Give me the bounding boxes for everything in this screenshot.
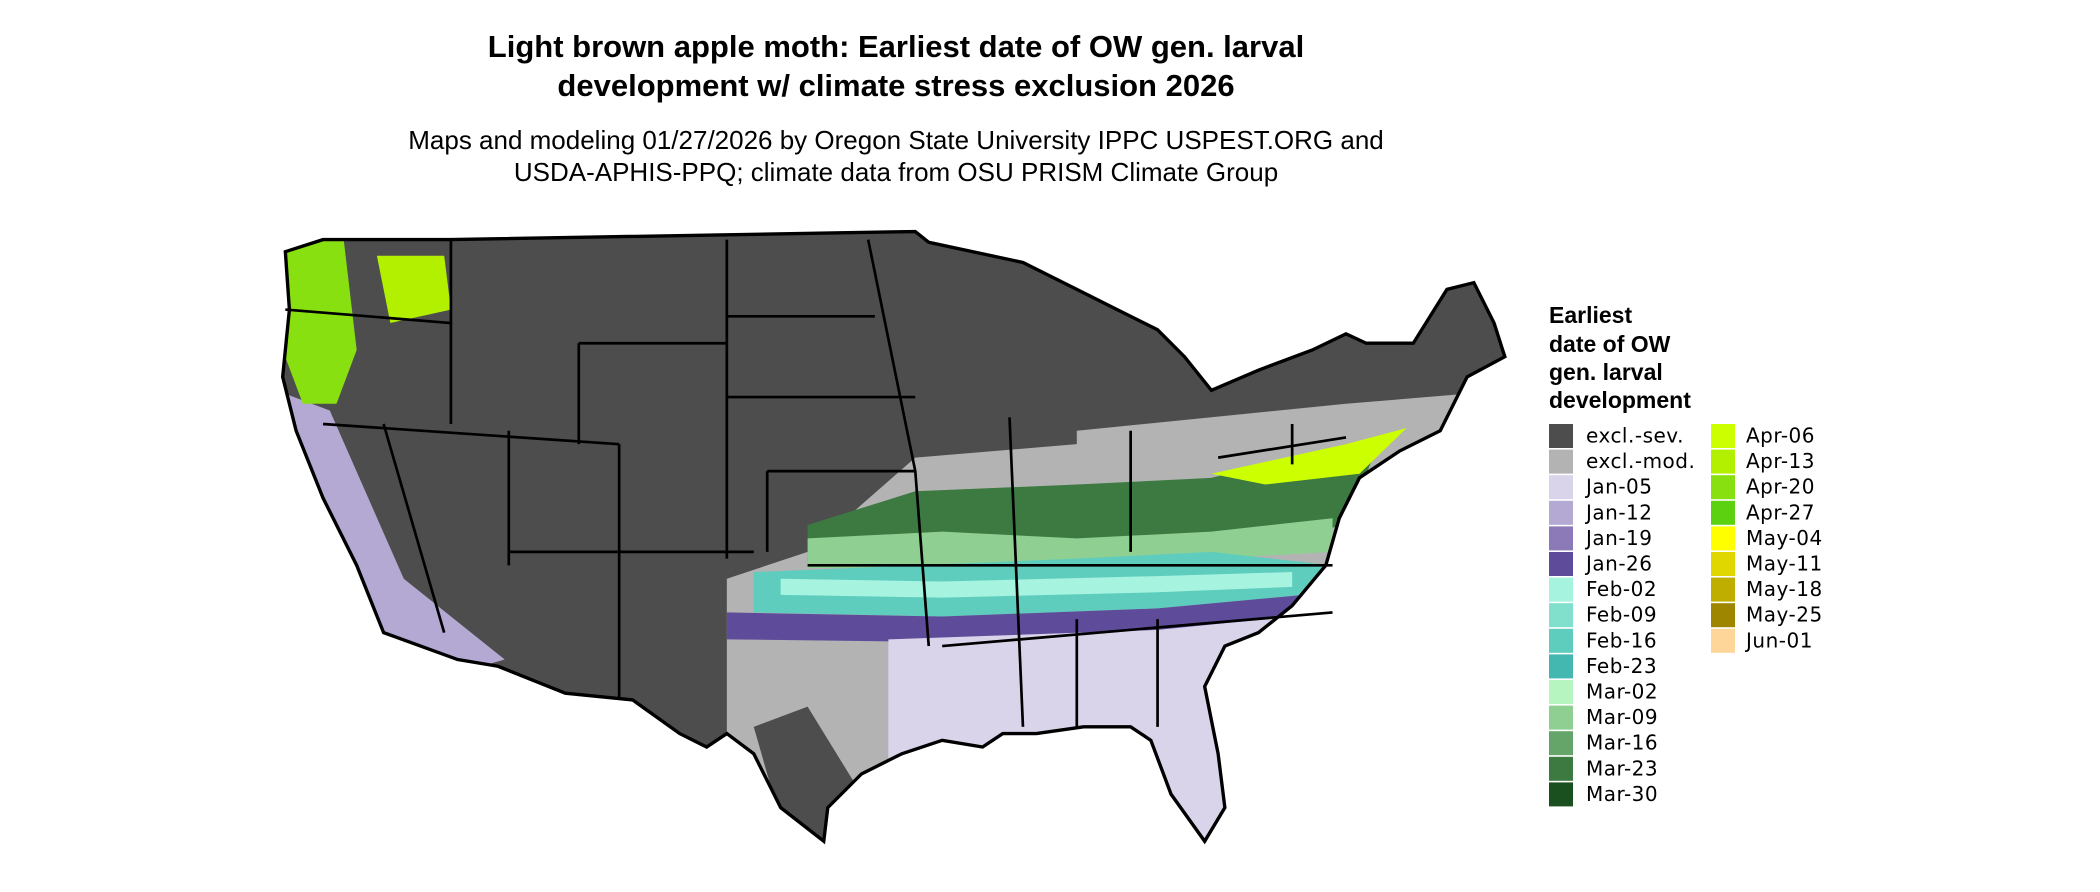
legend-label: Mar-30 (1586, 782, 1658, 806)
us-map (280, 229, 1507, 843)
legend-swatch (1549, 526, 1573, 551)
legend-swatch (1549, 577, 1573, 602)
subtitle-line: Maps and modeling 01/27/2026 by Oregon S… (408, 125, 1384, 155)
legend-label: Jan-05 (1584, 475, 1653, 499)
legend-label: Apr-20 (1746, 475, 1815, 499)
legend-swatch (1711, 603, 1735, 628)
legend-label: Jan-26 (1584, 552, 1653, 576)
region (780, 572, 1293, 598)
legend-swatch (1549, 500, 1573, 525)
legend-swatch (1711, 526, 1735, 551)
legend-label: Feb-16 (1586, 628, 1657, 652)
legend-swatch (1549, 705, 1573, 730)
legend-swatch (1711, 449, 1735, 474)
legend-swatch (1549, 628, 1573, 653)
title-line: development w/ climate stress exclusion … (557, 68, 1234, 103)
legend-label: excl.-sev. (1586, 424, 1684, 448)
legend-label: Mar-02 (1586, 680, 1658, 704)
legend-label: excl.-mod. (1586, 449, 1695, 473)
legend-swatch (1711, 475, 1735, 500)
state-borders (285, 239, 1347, 727)
legend-swatch (1549, 756, 1573, 781)
legend-label: May-11 (1746, 552, 1823, 576)
legend-swatch (1549, 424, 1573, 448)
legend-label: Feb-23 (1586, 654, 1657, 678)
region (1076, 403, 1346, 472)
title-line: Light brown apple moth: Earliest date of… (488, 29, 1304, 64)
legend-swatch (1549, 603, 1573, 628)
region (888, 612, 1333, 842)
legend-swatch (1549, 782, 1573, 807)
legend-swatch (1549, 654, 1573, 679)
region (282, 235, 357, 404)
legend-swatch (1711, 577, 1735, 602)
legend-label: Mar-16 (1586, 731, 1658, 755)
legend-label: May-04 (1746, 526, 1823, 550)
legend-label: Apr-06 (1746, 424, 1815, 448)
legend-title-line: gen. larval (1549, 359, 1663, 385)
legend-label: Mar-09 (1586, 705, 1658, 729)
region (376, 255, 451, 324)
subtitle-line: USDA-APHIS-PPQ; climate data from OSU PR… (514, 157, 1278, 187)
legend-title-line: Earliest (1549, 302, 1632, 328)
legend-swatch (1711, 552, 1735, 576)
map-fill (282, 231, 1505, 842)
legend-swatch (1711, 628, 1735, 653)
legend-label: May-18 (1746, 577, 1823, 601)
legend-label: May-25 (1746, 603, 1823, 627)
legend-label: Apr-13 (1746, 449, 1815, 473)
legend-title-line: development (1549, 387, 1691, 413)
legend-swatch (1549, 552, 1573, 576)
legend-title-line: date of OW (1549, 331, 1671, 357)
legend-swatch (1549, 680, 1573, 704)
legend-swatch (1549, 449, 1573, 474)
legend-swatch (1549, 475, 1573, 500)
legend-label: Mar-23 (1586, 756, 1658, 780)
legend-label: Feb-02 (1586, 577, 1657, 601)
region (282, 390, 505, 673)
legend-label: Jan-19 (1584, 526, 1653, 550)
legend-swatch (1549, 731, 1573, 756)
legend-label: Jan-12 (1584, 500, 1653, 524)
legend-label: Feb-09 (1586, 603, 1657, 627)
legend-swatch (1711, 500, 1735, 525)
legend: Earliest date of OW gen. larval developm… (1549, 302, 1823, 807)
region (1211, 428, 1407, 485)
legend-swatch (1711, 424, 1735, 448)
legend-label: Jun-01 (1744, 628, 1813, 652)
legend-label: Apr-27 (1746, 500, 1815, 524)
